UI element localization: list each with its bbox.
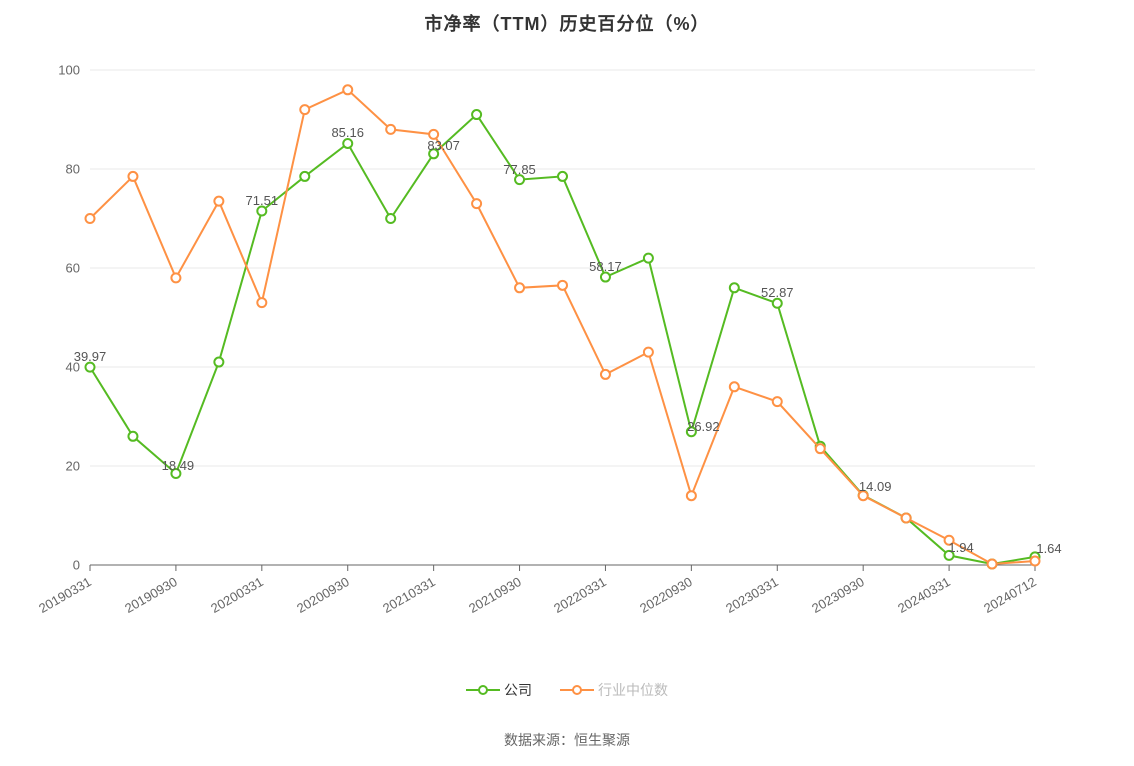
data-point-label: 71.51 (246, 193, 279, 208)
x-tick-label: 20200930 (294, 574, 352, 616)
data-point-label: 77.85 (503, 162, 536, 177)
chart-title: 市净率（TTM）历史百分位（%） (0, 10, 1134, 36)
x-tick-label: 20240712 (981, 574, 1039, 616)
legend-item[interactable]: 公司 (466, 680, 532, 700)
legend-swatch (466, 683, 500, 697)
x-tick-label: 20210331 (380, 574, 438, 616)
chart-root: 市净率（TTM）历史百分位（%） 02040608010020190331201… (0, 0, 1134, 766)
y-tick-label: 60 (66, 261, 80, 276)
data-point-label: 14.09 (859, 479, 892, 494)
data-point-label: 58.17 (589, 259, 622, 274)
x-tick-label: 20240331 (895, 574, 953, 616)
x-tick-label: 20190930 (122, 574, 180, 616)
x-tick-label: 20220930 (638, 574, 696, 616)
x-tick-label: 20220331 (552, 574, 610, 616)
data-point-label: 39.97 (74, 349, 107, 364)
y-tick-label: 20 (66, 459, 80, 474)
x-tick-label: 20230331 (723, 574, 781, 616)
legend: 公司 行业中位数 (0, 680, 1134, 702)
data-point-label: 1.64 (1036, 541, 1061, 556)
data-point-label: 18.49 (162, 458, 195, 473)
legend-swatch (560, 683, 594, 697)
legend-item[interactable]: 行业中位数 (560, 680, 668, 700)
legend-label: 行业中位数 (598, 680, 668, 700)
data-point-label: 52.87 (761, 285, 794, 300)
plot-svg (90, 70, 1035, 565)
y-tick-label: 0 (73, 558, 80, 573)
y-tick-label: 100 (58, 63, 80, 78)
data-source: 数据来源：恒生聚源 (0, 730, 1134, 750)
data-point-label: 1.94 (948, 540, 973, 555)
x-tick-label: 20210930 (466, 574, 524, 616)
x-tick-label: 20200331 (208, 574, 266, 616)
data-point-label: 85.16 (331, 125, 364, 140)
legend-label: 公司 (504, 680, 532, 700)
x-tick-label: 20230930 (809, 574, 867, 616)
data-point-label: 26.92 (687, 419, 720, 434)
data-point-label: 83.07 (427, 138, 460, 153)
x-tick-label: 20190331 (36, 574, 94, 616)
y-tick-label: 80 (66, 162, 80, 177)
plot-area: 0204060801002019033120190930202003312020… (90, 70, 1035, 565)
